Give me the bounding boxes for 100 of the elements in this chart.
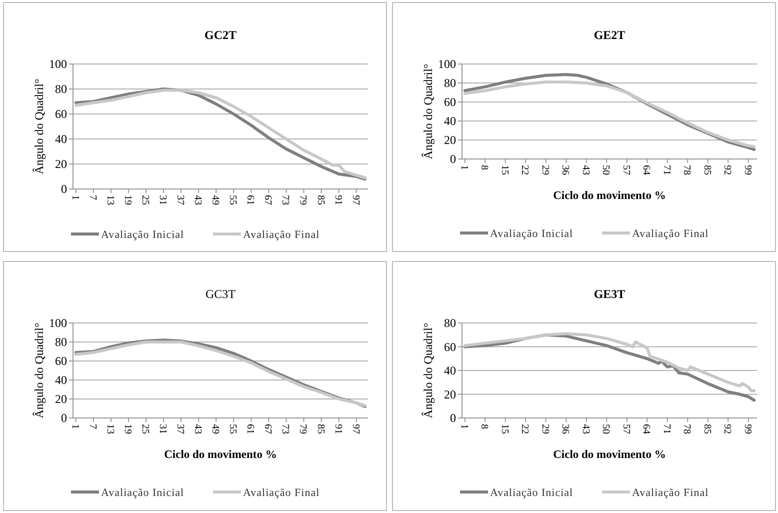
x-tick-label: 67 [262, 195, 274, 205]
x-tick-label: 22 [519, 165, 530, 175]
x-tick-label: 31 [157, 195, 168, 205]
y-tick-label: 0 [61, 182, 67, 196]
chart-title: GE2T [594, 28, 626, 42]
legend-label: Avaliação Inicial [101, 487, 184, 499]
x-tick-label: 19 [122, 424, 133, 434]
x-tick-label: 92 [722, 165, 733, 175]
x-tick-label: 50 [600, 165, 612, 175]
x-axis-title: Ciclo do movimento % [553, 190, 666, 202]
x-tick-label: 7 [86, 424, 98, 429]
x-axis-title: Ciclo do movimento % [553, 449, 666, 461]
x-tick-label: 49 [210, 195, 221, 205]
x-tick-label: 36 [560, 424, 571, 434]
x-tick-label: 43 [580, 165, 591, 175]
x-axis-title: Ciclo do movimento % [164, 449, 277, 461]
legend-label: Avaliação Inicial [101, 229, 184, 241]
legend-label: Avaliação Inicial [490, 487, 574, 499]
y-tick-label: 80 [55, 82, 67, 96]
y-tick-label: 60 [444, 340, 456, 354]
x-tick-label: 8 [478, 165, 490, 170]
y-axis-title: Ângulo do Quadril° [421, 322, 435, 418]
y-tick-label: 40 [444, 364, 456, 378]
legend-label: Avaliação Final [243, 229, 320, 241]
x-tick-label: 19 [122, 195, 133, 205]
y-tick-label: 60 [444, 95, 456, 109]
x-tick-label: 57 [620, 424, 632, 434]
x-tick-label: 99 [742, 165, 753, 175]
x-tick-label: 79 [297, 424, 308, 434]
x-tick-label: 85 [701, 165, 712, 175]
x-tick-label: 49 [210, 424, 221, 434]
x-tick-label: 73 [280, 195, 291, 205]
x-tick-label: 78 [681, 165, 692, 175]
x-tick-label: 22 [519, 424, 530, 434]
legend-label: Avaliação Inicial [490, 228, 574, 240]
x-tick-label: 67 [262, 424, 274, 434]
legend-label: Avaliação Final [632, 228, 709, 240]
x-tick-label: 1 [69, 195, 80, 200]
chart-title: GC2T [204, 28, 237, 42]
x-tick-label: 8 [478, 424, 490, 429]
x-tick-label: 43 [192, 195, 204, 205]
x-tick-label: 71 [660, 165, 672, 175]
y-tick-label: 20 [55, 157, 67, 171]
y-tick-label: 80 [444, 76, 456, 90]
x-tick-label: 36 [560, 165, 571, 175]
x-tick-label: 25 [140, 195, 151, 205]
x-tick-label: 79 [297, 195, 308, 205]
x-tick-label: 43 [192, 424, 204, 434]
x-tick-label: 50 [600, 424, 612, 434]
x-tick-label: 15 [498, 165, 510, 175]
y-axis-title: Ângulo do Quadril° [32, 78, 46, 174]
x-tick-label: 71 [660, 424, 672, 434]
legend-label: Avaliação Final [243, 487, 320, 499]
x-tick-label: 29 [539, 424, 550, 434]
y-tick-label: 100 [438, 57, 456, 71]
y-tick-label: 20 [55, 392, 67, 406]
y-tick-label: 0 [450, 152, 456, 166]
y-tick-label: 40 [444, 114, 456, 128]
y-tick-label: 20 [444, 387, 456, 402]
y-tick-label: 80 [444, 316, 456, 330]
y-tick-label: 60 [55, 354, 67, 368]
y-axis-title: Ângulo do Quadril° [32, 322, 46, 418]
x-tick-label: 13 [104, 424, 116, 434]
chart-title: GE3T [594, 287, 626, 301]
y-tick-label: 100 [49, 316, 67, 330]
x-tick-label: 37 [174, 424, 186, 434]
y-tick-label: 80 [55, 335, 67, 349]
x-tick-label: 85 [314, 195, 326, 205]
x-tick-label: 97 [350, 195, 361, 205]
x-tick-label: 64 [640, 424, 652, 434]
x-tick-label: 55 [227, 195, 238, 205]
legend-label: Avaliação Final [632, 487, 709, 499]
x-tick-label: 99 [742, 424, 753, 434]
x-tick-label: 25 [140, 424, 151, 434]
x-tick-label: 31 [157, 424, 168, 434]
y-tick-label: 100 [49, 57, 67, 71]
x-tick-label: 55 [227, 424, 238, 434]
x-tick-label: 37 [174, 195, 186, 205]
x-tick-label: 78 [681, 424, 692, 434]
x-tick-label: 1 [69, 424, 80, 429]
y-tick-label: 0 [61, 411, 67, 425]
x-tick-label: 91 [332, 195, 344, 205]
y-tick-label: 60 [55, 107, 67, 121]
y-axis-title: Ângulo do Quadril° [421, 64, 435, 160]
x-tick-label: 1 [458, 424, 470, 429]
x-tick-label: 7 [86, 195, 98, 200]
x-tick-label: 43 [580, 424, 591, 434]
x-tick-label: 1 [458, 165, 470, 170]
x-tick-label: 57 [620, 165, 632, 175]
x-tick-label: 92 [722, 424, 733, 434]
y-tick-label: 40 [55, 373, 67, 387]
x-tick-label: 85 [701, 424, 712, 434]
x-tick-label: 91 [332, 424, 344, 434]
x-tick-label: 61 [244, 424, 256, 434]
x-tick-label: 73 [280, 424, 291, 434]
y-tick-label: 40 [55, 132, 67, 146]
chart-title: GC3T [206, 287, 236, 301]
x-tick-label: 13 [104, 195, 116, 205]
x-tick-label: 85 [314, 424, 326, 434]
y-tick-label: 20 [444, 133, 456, 147]
